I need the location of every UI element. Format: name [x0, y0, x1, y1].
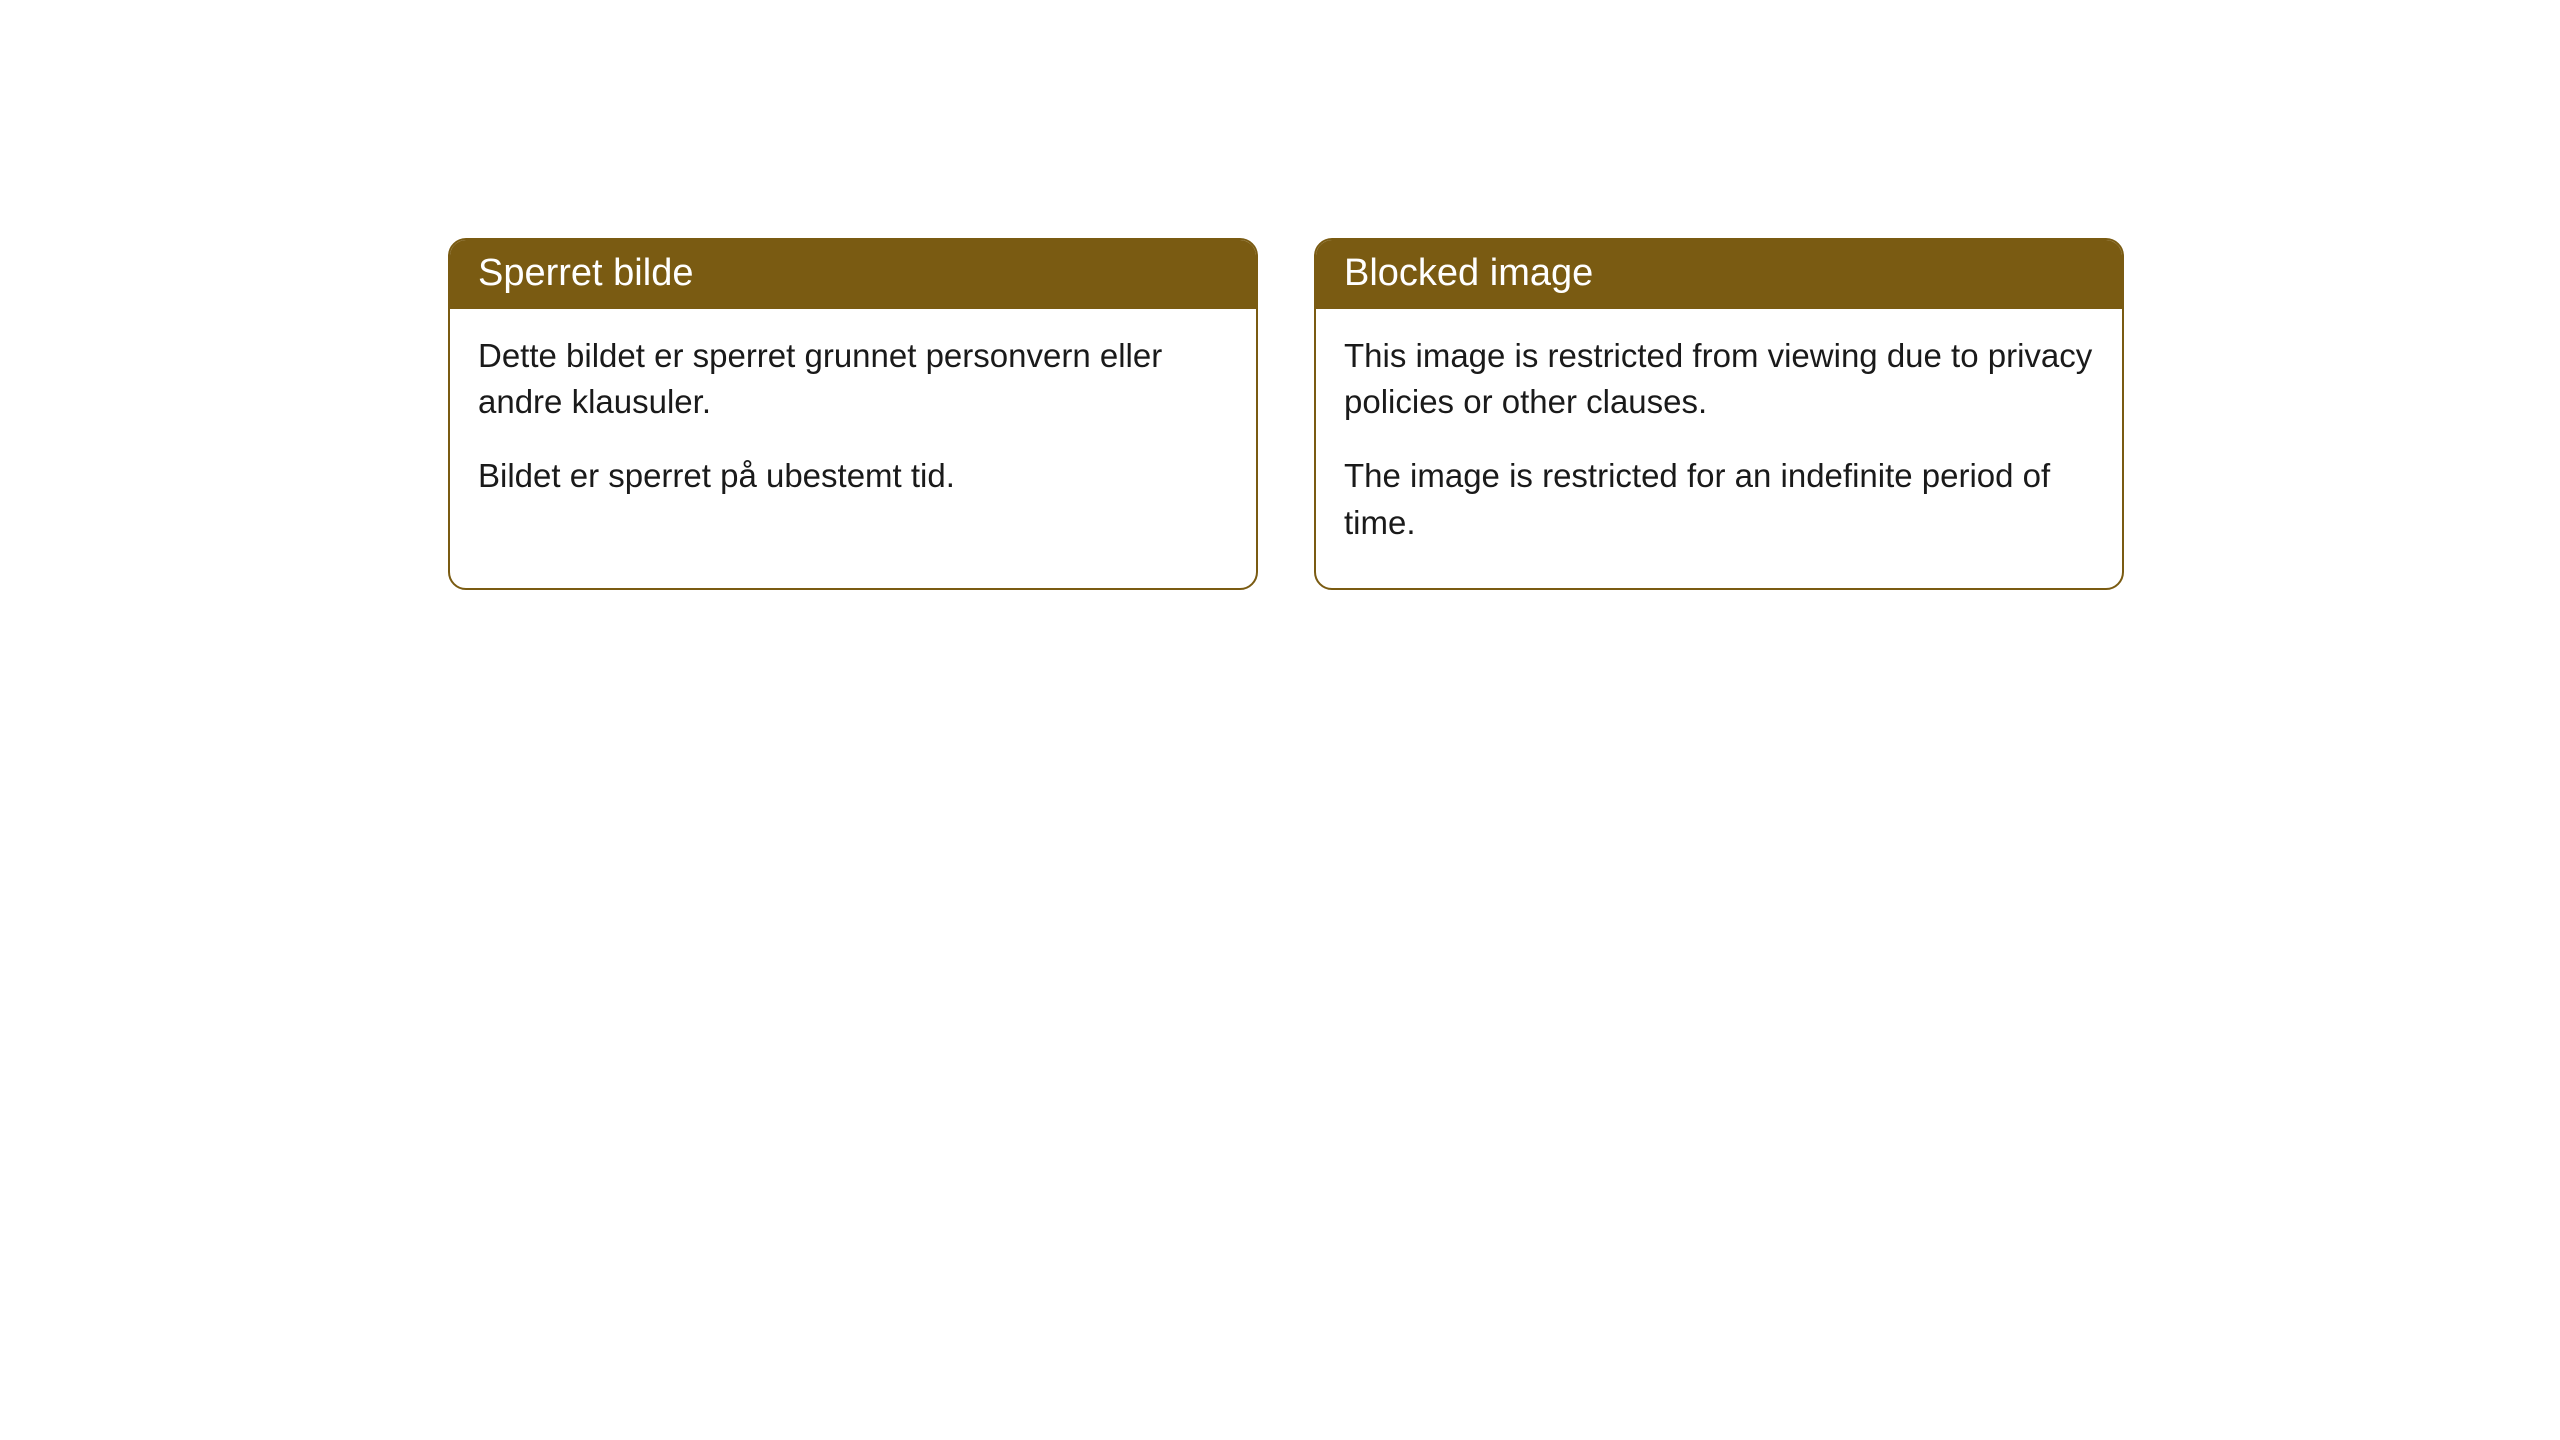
card-title: Blocked image	[1344, 252, 1593, 294]
notice-cards-container: Sperret bilde Dette bildet er sperret gr…	[448, 238, 2124, 590]
card-body: This image is restricted from viewing du…	[1316, 309, 2122, 588]
card-body: Dette bildet er sperret grunnet personve…	[450, 309, 1256, 542]
card-paragraph-2: The image is restricted for an indefinit…	[1344, 453, 2094, 545]
card-header: Blocked image	[1316, 240, 2122, 309]
card-paragraph-2: Bildet er sperret på ubestemt tid.	[478, 453, 1228, 499]
card-paragraph-1: This image is restricted from viewing du…	[1344, 333, 2094, 425]
blocked-image-card-norwegian: Sperret bilde Dette bildet er sperret gr…	[448, 238, 1258, 590]
card-header: Sperret bilde	[450, 240, 1256, 309]
card-title: Sperret bilde	[478, 252, 693, 294]
card-paragraph-1: Dette bildet er sperret grunnet personve…	[478, 333, 1228, 425]
blocked-image-card-english: Blocked image This image is restricted f…	[1314, 238, 2124, 590]
